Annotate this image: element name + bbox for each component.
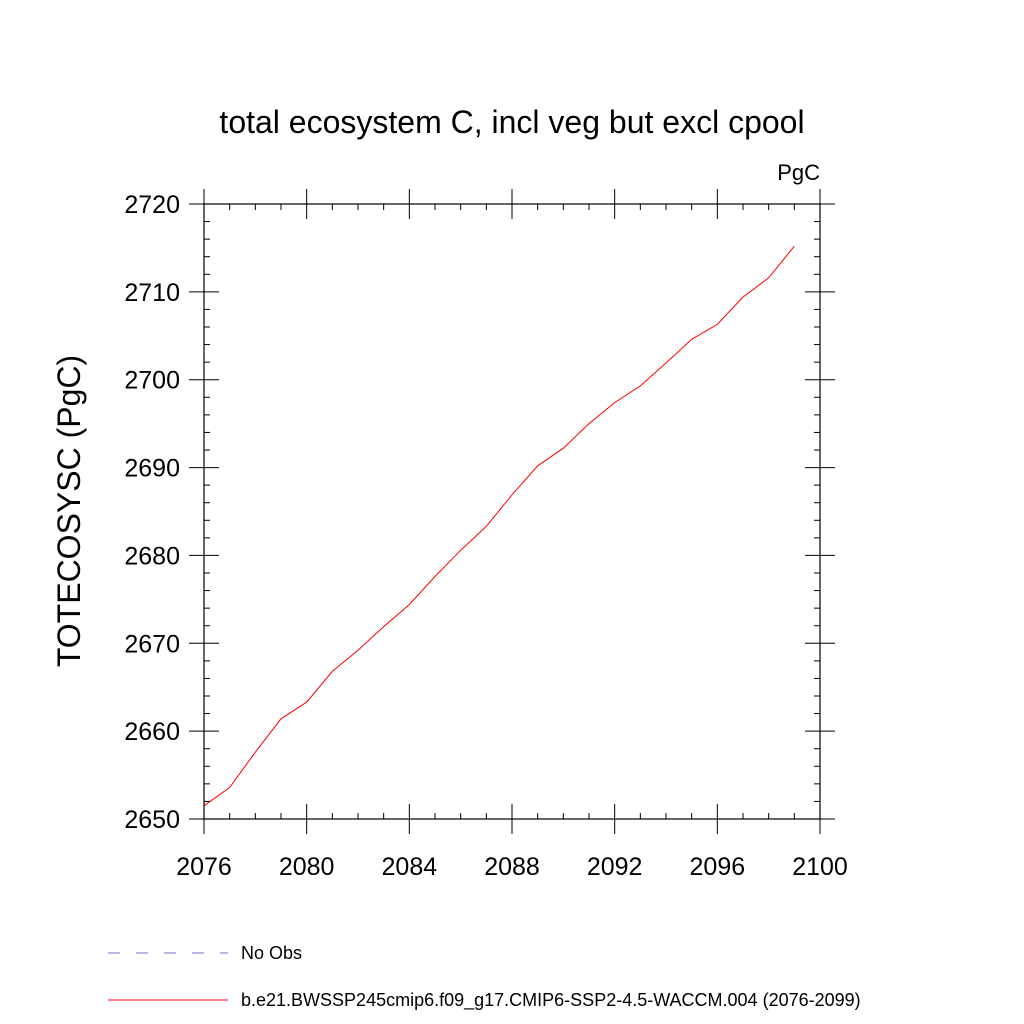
y-tick-label: 2680	[124, 542, 180, 570]
legend-label-model: b.e21.BWSSP245cmip6.f09_g17.CMIP6-SSP2-4…	[241, 990, 861, 1011]
x-tick-label: 2076	[176, 853, 232, 881]
x-tick-label: 2080	[279, 853, 335, 881]
tick-labels: 2076 2080 2084 2088 2092 2096 2100 2650 2660 2670…	[124, 191, 847, 881]
legend-label-obs: No Obs	[241, 943, 302, 963]
x-tick-label: 2096	[690, 853, 746, 881]
y-tick-label: 2650	[124, 806, 180, 834]
y-axis-label: TOTECOSYSC (PgC)	[51, 355, 87, 667]
y-tick-label: 2720	[124, 191, 180, 219]
units-label: PgC	[777, 160, 820, 185]
y-tick-label: 2660	[124, 718, 180, 746]
y-tick-label: 2670	[124, 630, 180, 658]
x-tick-label: 2088	[484, 853, 540, 881]
series-line	[203, 245, 795, 807]
y-tick-label: 2700	[124, 367, 180, 395]
y-tick-label: 2690	[124, 455, 180, 483]
plot-frame	[203, 203, 821, 820]
series-layer	[203, 245, 795, 807]
major-ticks	[189, 189, 835, 834]
x-tick-label: 2084	[382, 853, 438, 881]
y-tick-label: 2710	[124, 279, 180, 307]
legend: No Obs b.e21.BWSSP245cmip6.f09_g17.CMIP6…	[108, 943, 861, 1011]
x-tick-label: 2092	[587, 853, 643, 881]
minor-ticks	[204, 204, 820, 819]
chart-title: total ecosystem C, incl veg but excl cpo…	[219, 104, 804, 140]
x-tick-label: 2100	[792, 853, 848, 881]
